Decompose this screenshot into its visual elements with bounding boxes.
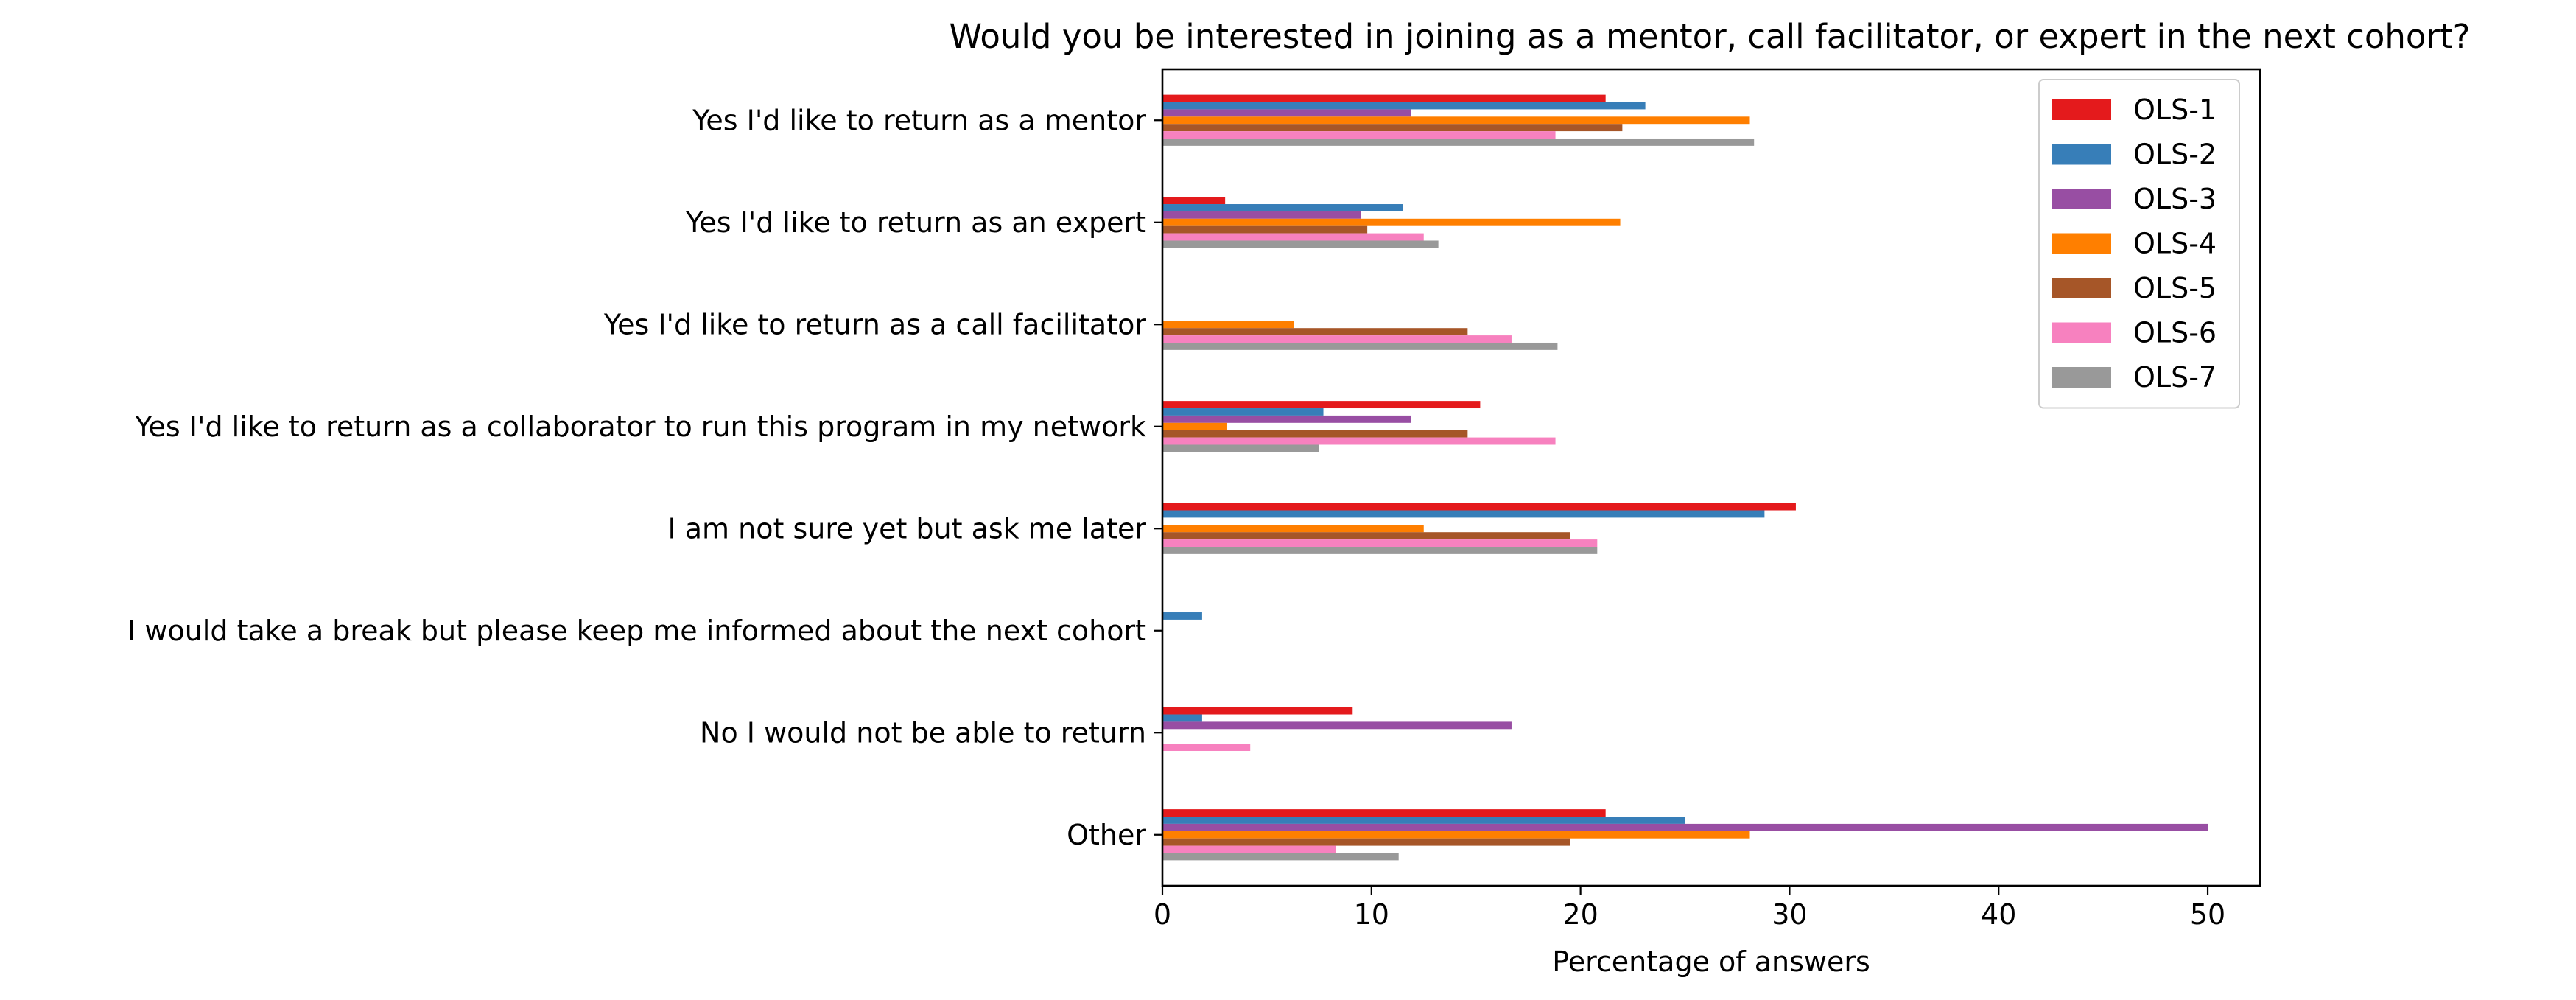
- bar-ols-5-2: [1162, 328, 1468, 336]
- bar-ols-2-5: [1162, 612, 1202, 620]
- bar-ols-7-7: [1162, 853, 1399, 861]
- x-axis-ticks: 0 10 20 30 40 50: [1154, 886, 2225, 931]
- legend-swatch-ols-1: [2052, 99, 2111, 120]
- legend-label-ols-6: OLS-6: [2133, 317, 2217, 349]
- legend-label-ols-2: OLS-2: [2133, 139, 2217, 171]
- x-tick-label: 50: [2190, 898, 2225, 931]
- bar-ols-4-0: [1162, 116, 1750, 125]
- y-tick-label: Yes I'd like to return as a call facilit…: [603, 308, 1146, 340]
- bar-ols-3-3: [1162, 415, 1411, 423]
- bar-ols-1-7: [1162, 809, 1606, 817]
- y-tick-label: I would take a break but please keep me …: [127, 615, 1146, 647]
- bar-ols-1-3: [1162, 401, 1481, 409]
- x-tick-label: 10: [1354, 898, 1389, 931]
- bar-ols-1-0: [1162, 94, 1606, 102]
- bar-ols-4-3: [1162, 422, 1227, 430]
- bar-ols-2-6: [1162, 714, 1202, 722]
- bar-ols-7-4: [1162, 546, 1598, 554]
- y-tick-label: Yes I'd like to return as a collaborator…: [134, 410, 1146, 443]
- legend-swatch-ols-2: [2052, 144, 2111, 165]
- bar-ols-7-3: [1162, 444, 1319, 452]
- bar-ols-5-3: [1162, 430, 1468, 438]
- legend-swatch-ols-7: [2052, 367, 2111, 388]
- y-tick-label: Yes I'd like to return as an expert: [685, 206, 1146, 239]
- y-tick-label: Other: [1067, 819, 1146, 851]
- bar-ols-4-4: [1162, 525, 1424, 533]
- bar-ols-2-3: [1162, 408, 1324, 416]
- y-axis-ticks: Yes I'd like to return as a mentor Yes I'…: [127, 104, 1162, 851]
- bar-ols-7-0: [1162, 138, 1755, 146]
- plot-frame: [1161, 68, 2261, 887]
- x-tick-label: 20: [1562, 898, 1598, 931]
- bar-ols-3-1: [1162, 211, 1361, 219]
- legend-swatch-ols-5: [2052, 278, 2111, 298]
- legend-label-ols-1: OLS-1: [2133, 94, 2217, 126]
- bar-ols-7-2: [1162, 342, 1558, 350]
- bar-ols-1-6: [1162, 707, 1353, 715]
- bar-ols-2-4: [1162, 510, 1765, 518]
- y-tick-label: I am not sure yet but ask me later: [667, 512, 1146, 545]
- bar-ols-4-1: [1162, 218, 1621, 226]
- bar-ols-4-7: [1162, 831, 1750, 839]
- bar-ols-2-1: [1162, 204, 1403, 211]
- y-tick-label: No I would not be able to return: [700, 716, 1146, 749]
- chart-title: Would you be interested in joining as a …: [949, 17, 2470, 56]
- bar-ols-5-7: [1162, 838, 1570, 846]
- x-tick-label: 40: [1981, 898, 2016, 931]
- bar-ols-6-2: [1162, 335, 1512, 343]
- x-tick-label: 30: [1772, 898, 1807, 931]
- bar-ols-6-4: [1162, 539, 1598, 547]
- bar-ols-5-1: [1162, 225, 1368, 234]
- x-axis-label: Percentage of answers: [1552, 945, 1870, 978]
- bar-ols-3-0: [1162, 109, 1411, 117]
- legend-swatch-ols-6: [2052, 322, 2111, 343]
- bar-ols-5-0: [1162, 124, 1623, 132]
- bar-ols-7-1: [1162, 240, 1439, 248]
- legend-label-ols-5: OLS-5: [2133, 272, 2217, 304]
- bars-layer: [1162, 94, 2208, 861]
- legend: OLS-1 OLS-2 OLS-3 OLS-4 OLS-5 OLS-6 OLS-7: [2038, 79, 2240, 409]
- bar-ols-2-7: [1162, 817, 1685, 824]
- bar-ols-6-3: [1162, 437, 1556, 445]
- legend-swatch-ols-4: [2052, 233, 2111, 254]
- legend-swatch-ols-3: [2052, 189, 2111, 209]
- bar-ols-6-0: [1162, 131, 1556, 139]
- bar-ols-1-1: [1162, 197, 1226, 205]
- bar-ols-2-0: [1162, 102, 1646, 110]
- legend-label-ols-4: OLS-4: [2133, 228, 2217, 260]
- legend-label-ols-7: OLS-7: [2133, 361, 2217, 394]
- bar-ols-6-1: [1162, 233, 1424, 241]
- legend-label-ols-3: OLS-3: [2133, 183, 2217, 215]
- bar-ols-5-4: [1162, 532, 1570, 540]
- bar-ols-6-7: [1162, 845, 1336, 853]
- bar-ols-3-6: [1162, 721, 1512, 730]
- bar-ols-1-4: [1162, 503, 1796, 511]
- bar-ols-6-6: [1162, 744, 1251, 751]
- y-tick-label: Yes I'd like to return as a mentor: [692, 104, 1146, 136]
- bar-ols-4-2: [1162, 321, 1294, 329]
- x-tick-label: 0: [1154, 898, 1171, 931]
- bar-ols-3-7: [1162, 823, 2208, 831]
